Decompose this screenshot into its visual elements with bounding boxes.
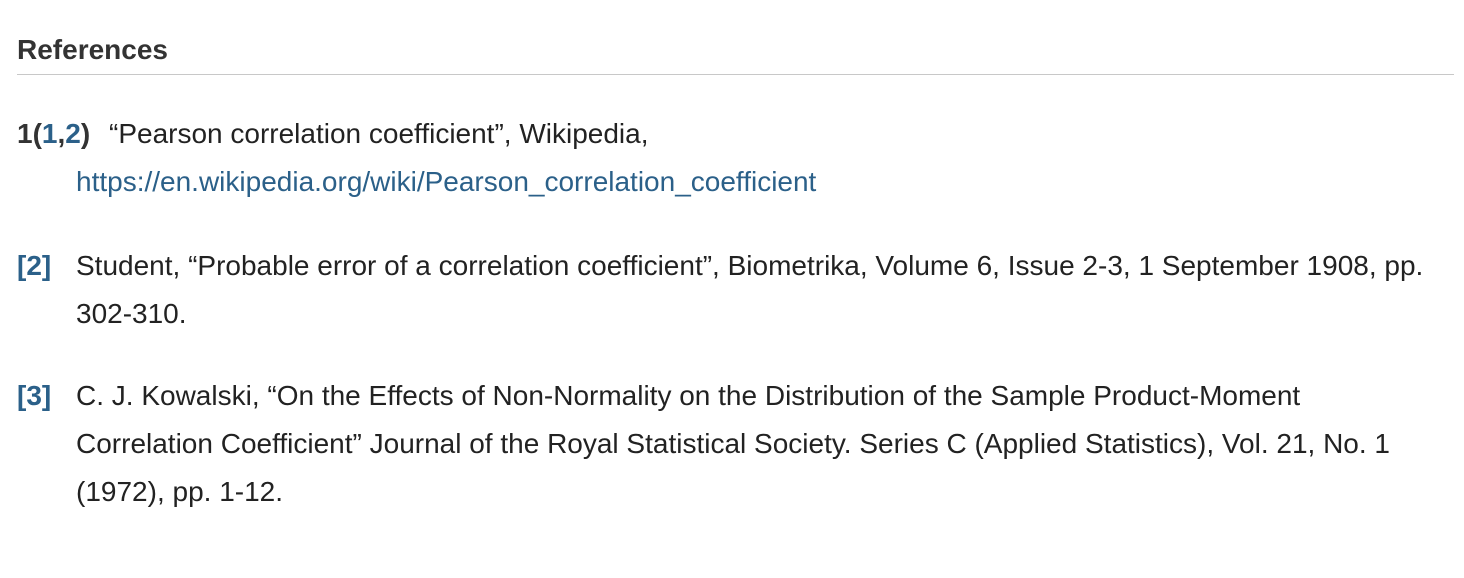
reference-text-1: “Pearson correlation coefficient”, Wikip… <box>109 110 1437 158</box>
backlink-1[interactable]: 1 <box>41 118 58 149</box>
backlink-2[interactable]: 2 <box>65 118 81 149</box>
reference-url-line: https://en.wikipedia.org/wiki/Pearson_co… <box>76 158 1437 206</box>
heading-divider <box>17 74 1454 75</box>
reference-label-1: 1(1,2) <box>17 110 90 158</box>
reference-item-3: [3] C. J. Kowalski, “On the Effects of N… <box>17 372 1437 516</box>
backlink-open-paren: ( <box>32 118 42 149</box>
reference-item-2: [2] Student, “Probable error of a correl… <box>17 242 1437 338</box>
reference-label-3[interactable]: [3] <box>17 380 52 411</box>
references-heading: References <box>17 34 168 65</box>
reference-citation-3: C. J. Kowalski, “On the Effects of Non-N… <box>76 380 1391 507</box>
wikipedia-url-link[interactable]: https://en.wikipedia.org/wiki/Pearson_co… <box>76 166 817 197</box>
reference-citation-2: Student, “Probable error of a correlatio… <box>76 250 1424 329</box>
reference-citation-1: “Pearson correlation coefficient”, Wikip… <box>109 118 649 149</box>
reference-label-2[interactable]: [2] <box>17 250 52 281</box>
backlink-close-paren: ) <box>80 118 91 149</box>
backlink-separator: , <box>57 118 66 149</box>
reference-item-1: 1(1,2) “Pearson correlation coefficient”… <box>17 110 1437 206</box>
reference-number-1: 1 <box>17 118 33 149</box>
